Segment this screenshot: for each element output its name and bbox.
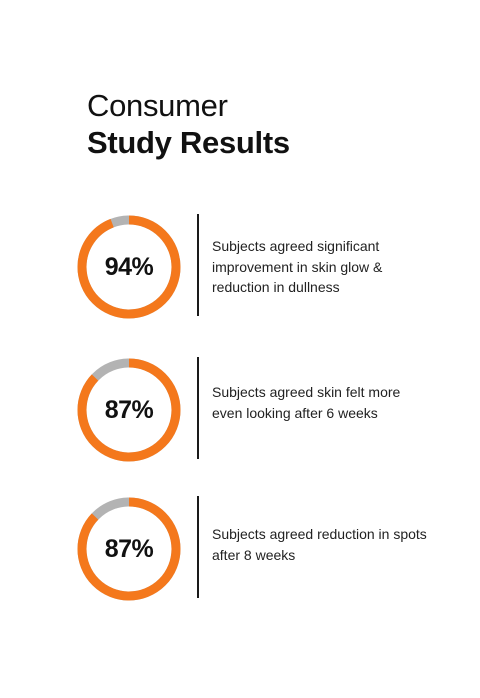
stat-block: 94% Subjects agreed significant improvem… [76, 214, 436, 320]
donut-value-arc [77, 497, 181, 601]
donut-chart: 94% [76, 214, 182, 320]
vertical-divider [197, 496, 199, 598]
percentage-label: 87% [104, 396, 154, 424]
stat-block: 87% Subjects agreed skin felt more even … [76, 357, 436, 463]
donut-svg [77, 497, 181, 601]
page-title: Consumer Study Results [87, 88, 290, 162]
vertical-divider [197, 357, 199, 459]
stat-description: Subjects agreed skin felt more even look… [212, 384, 401, 421]
donut-value-arc [77, 358, 181, 462]
donut-svg [77, 358, 181, 462]
title-line-study-results: Study Results [87, 125, 290, 160]
stat-description: Subjects agreed significant improvement … [212, 238, 383, 295]
donut-value-arc [77, 215, 181, 319]
donut-chart: 87% [76, 496, 182, 602]
stat-block: 87% Subjects agreed reduction in spots a… [76, 496, 436, 602]
stat-description: Subjects agreed reduction in spots after… [212, 526, 427, 563]
donut-chart: 87% [76, 357, 182, 463]
donut-svg [77, 215, 181, 319]
percentage-label: 94% [104, 253, 154, 281]
vertical-divider [197, 214, 199, 316]
title-line-consumer: Consumer [87, 88, 228, 123]
percentage-label: 87% [104, 535, 154, 563]
